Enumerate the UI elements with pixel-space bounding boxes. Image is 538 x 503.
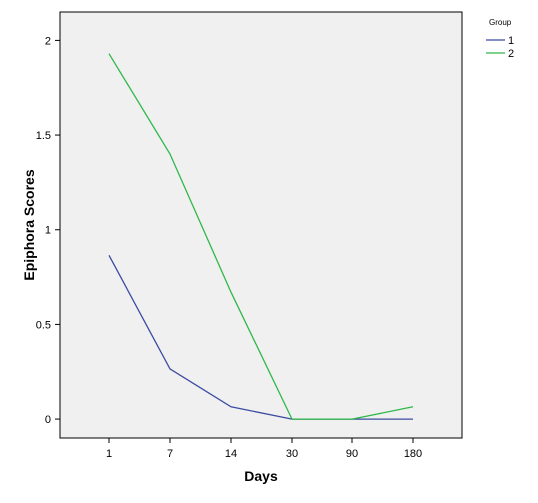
y-tick-label: 1.5 [36,130,51,142]
legend: Group 1 2 [486,18,514,60]
y-axis-title: Epiphora Scores [21,169,37,280]
legend-label-series-2: 2 [508,48,514,60]
y-tick-label: 2 [45,35,51,47]
x-tick-label: 180 [404,448,422,460]
x-tick-label: 90 [346,448,358,460]
series-lines [108,53,414,420]
y-axis-ticks: 0 0.5 1 1.5 2 [36,35,60,426]
y-tick-label: 1 [45,225,51,237]
x-tick-label: 30 [286,448,298,460]
x-tick-label: 14 [225,448,237,460]
series-line-2 [108,53,414,420]
plot-area [59,11,463,439]
legend-label-series-1: 1 [508,35,514,47]
x-tick-label: 1 [106,448,112,460]
y-tick-label: 0.5 [36,319,51,331]
x-tick-label: 7 [167,448,173,460]
x-axis-ticks: 1 7 14 30 90 180 [106,438,422,460]
y-tick-label: 0 [45,414,51,426]
x-axis-title: Days [244,468,278,484]
legend-title: Group [489,18,512,27]
series-line-1 [108,254,413,420]
